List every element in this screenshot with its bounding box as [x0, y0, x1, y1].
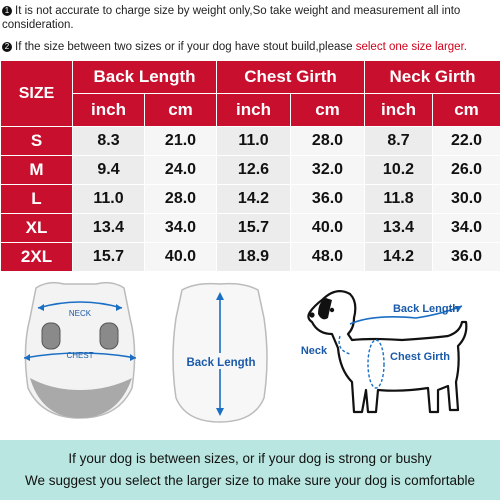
dog-measurement-illustration: Back Length Neck Chest Girth [301, 289, 468, 414]
table-cell: 28.0 [290, 126, 365, 156]
dog-chest-arrow-icon [367, 339, 385, 389]
table-unit-row: inch cm inch cm inch cm [1, 93, 500, 127]
neck-arrow-icon [37, 301, 123, 309]
table-row: XL 13.4 34.0 15.7 40.0 13.4 34.0 [0, 213, 500, 243]
size-label: L [0, 184, 73, 214]
table-cell: 21.0 [144, 126, 217, 156]
dog-eye-icon [329, 307, 335, 313]
table-cell: 13.4 [72, 213, 145, 243]
chest-label: CHEST [66, 351, 93, 360]
dog-back-length-arrow-icon [349, 305, 463, 325]
garment-front-illustration: NECK CHEST [23, 281, 137, 419]
right-leg-hole-icon [99, 322, 119, 350]
unit-header: inch [364, 93, 433, 127]
note-2-highlight: select one size larger. [355, 41, 467, 53]
table-cell: 11.0 [216, 126, 291, 156]
table-cell: 14.2 [364, 242, 433, 272]
dog-nose-icon [309, 312, 315, 318]
dog-neck-arrow-icon [338, 335, 351, 355]
table-cell: 15.7 [216, 213, 291, 243]
unit-header: inch [72, 93, 145, 127]
note-1: 1 It is not accurate to charge size by we… [2, 4, 500, 32]
dog-back-arrowhead-icon [455, 306, 462, 312]
back-length-arrowhead-icon [216, 408, 224, 416]
table-body: S 8.3 21.0 11.0 28.0 8.7 22.0 M 9.4 24.0 12.6 32.0 1… [0, 126, 500, 272]
number-one-icon: 1 [2, 6, 12, 16]
table-row: 2XL 15.7 40.0 18.9 48.0 14.2 36.0 [0, 242, 500, 272]
table-header-row: SIZE Back Length Chest Girth Neck Girth [0, 60, 500, 127]
back-length-arrowhead-icon [216, 292, 224, 300]
dog-back-length-label: Back Length [393, 303, 459, 315]
table-row: M 9.4 24.0 12.6 32.0 10.2 26.0 [0, 155, 500, 185]
notes-section: 1 It is not accurate to charge size by we… [0, 0, 500, 57]
size-label: XL [0, 213, 73, 243]
size-label: 2XL [0, 242, 73, 272]
table-cell: 9.4 [72, 155, 145, 185]
neck-label: NECK [69, 309, 92, 318]
table-cell: 10.2 [364, 155, 433, 185]
chest-arrowhead-icon [130, 354, 136, 361]
dog-chest-label: Chest Girth [390, 351, 450, 363]
dog-ear-icon [318, 298, 332, 320]
neck-arrowhead-icon [116, 304, 122, 311]
table-cell: 11.8 [364, 184, 433, 214]
note-2: 2 If the size between two sizes or if you… [2, 40, 467, 54]
neck-arrowhead-icon [38, 304, 44, 311]
table-cell: 40.0 [144, 242, 217, 272]
table-cell: 26.0 [431, 155, 500, 185]
banner-line-1: If your dog is between sizes, or if your… [68, 451, 432, 466]
dog-neck-label: Neck [301, 345, 328, 357]
table-cell: 22.0 [431, 126, 500, 156]
measurement-illustrations: NECK CHEST Back Length Back Length Neck … [0, 278, 500, 428]
banner-line-2: We suggest you select the larger size to… [25, 473, 475, 488]
dog-outline-icon [307, 289, 468, 414]
table-cell: 28.0 [144, 184, 217, 214]
table-cell: 24.0 [144, 155, 217, 185]
neck-girth-header: Neck Girth [363, 60, 500, 94]
table-cell: 8.3 [72, 126, 145, 156]
table-cell: 18.9 [216, 242, 291, 272]
table-cell: 13.4 [364, 213, 433, 243]
garment-belly-panel-icon [30, 378, 132, 418]
size-corner-header: SIZE [0, 60, 73, 127]
left-leg-hole-icon [41, 322, 61, 350]
advice-banner: If your dog is between sizes, or if your… [0, 440, 500, 500]
table-cell: 34.0 [431, 213, 500, 243]
note-1-text: It is not accurate to charge size by wei… [2, 5, 461, 31]
chest-arrow-icon [23, 352, 137, 359]
unit-header: cm [290, 93, 365, 127]
number-two-icon: 2 [2, 42, 12, 52]
table-cell: 8.7 [364, 126, 433, 156]
back-length-header: Back Length [72, 60, 217, 94]
table-cell: 14.2 [216, 184, 291, 214]
back-length-label: Back Length [186, 357, 255, 369]
size-label: M [0, 155, 73, 185]
garment-body-icon [24, 281, 136, 419]
table-row: L 11.0 28.0 14.2 36.0 11.8 30.0 [0, 184, 500, 214]
chest-arrowhead-icon [24, 354, 30, 361]
table-cell: 36.0 [290, 184, 365, 214]
unit-header: cm [144, 93, 217, 127]
garment-back-illustration: Back Length [172, 282, 268, 423]
table-cell: 48.0 [290, 242, 365, 272]
table-cell: 15.7 [72, 242, 145, 272]
size-table: SIZE Back Length Chest Girth Neck Girth … [0, 60, 500, 272]
table-cell: 40.0 [290, 213, 365, 243]
note-2-text: If the size between two sizes or if your… [15, 41, 356, 53]
table-cell: 36.0 [431, 242, 500, 272]
table-row: S 8.3 21.0 11.0 28.0 8.7 22.0 [0, 126, 500, 156]
unit-header: inch [216, 93, 291, 127]
size-label: S [0, 126, 73, 156]
chest-girth-header: Chest Girth [216, 60, 365, 94]
table-cell: 34.0 [144, 213, 217, 243]
table-cell: 30.0 [431, 184, 500, 214]
table-cell: 11.0 [72, 184, 145, 214]
label-backdrop [184, 353, 258, 369]
unit-header: cm [431, 93, 500, 127]
table-cell: 32.0 [290, 155, 365, 185]
table-cell: 12.6 [216, 155, 291, 185]
